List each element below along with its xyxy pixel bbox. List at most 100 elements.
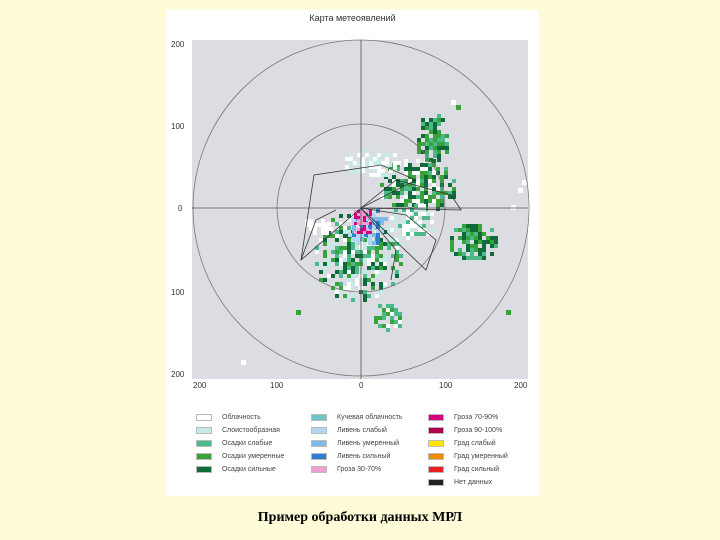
echo-cell [351, 262, 355, 266]
echo-cell [414, 232, 418, 236]
echo-cell [418, 228, 422, 232]
echo-cell [339, 246, 343, 250]
echo-cell [347, 250, 351, 254]
echo-cell [347, 294, 351, 298]
echo-cell [424, 175, 428, 179]
echo-cell [421, 118, 425, 122]
echo-cell [486, 240, 490, 244]
echo-cell [363, 258, 367, 262]
echo-cell [388, 179, 392, 183]
echo-cell [380, 221, 384, 225]
echo-cell [347, 230, 351, 234]
legend-swatch [428, 427, 444, 434]
echo-cell [351, 258, 355, 262]
echo-cell [363, 225, 366, 228]
echo-cell [399, 254, 403, 258]
echo-cell [380, 217, 384, 221]
echo-cell [357, 213, 360, 216]
sector-outlines [300, 164, 462, 281]
echo-cell [395, 250, 399, 254]
echo-cell [366, 228, 369, 231]
echo-cell [355, 282, 359, 286]
echo-cell [424, 179, 428, 183]
echo-cell [381, 161, 385, 165]
echo-cell [428, 179, 432, 183]
echo-cell [421, 150, 425, 154]
echo-cell [478, 232, 482, 236]
echo-cell [352, 237, 356, 241]
echo-cell [376, 241, 380, 245]
echo-cell [470, 252, 474, 256]
echo-cell [425, 158, 429, 162]
echo-cell [325, 227, 329, 231]
legend-item: Гроза 90-100% [428, 425, 502, 436]
echo-cell [416, 187, 420, 191]
echo-cell [361, 169, 365, 173]
echo-cell [462, 224, 466, 228]
echo-cell [363, 274, 367, 278]
y-tick-5: 200 [171, 370, 185, 379]
echo-cell [441, 142, 445, 146]
echo-cell [490, 252, 494, 256]
echo-cell [445, 146, 449, 150]
echo-cell [355, 270, 359, 274]
echo-cell [373, 157, 377, 161]
echo-cell [400, 203, 404, 207]
echo-cell [414, 208, 418, 212]
echo-cell [422, 216, 426, 220]
echo-cell [360, 216, 363, 219]
echo-cell [490, 228, 494, 232]
echo-cell [313, 231, 317, 235]
legend-label: Нет данных [454, 479, 493, 486]
echo-cell [368, 237, 372, 241]
echo-cell [347, 286, 351, 290]
echo-cell [377, 157, 381, 161]
legend-swatch [428, 466, 444, 473]
echo-cell [408, 179, 412, 183]
echo-cell [339, 290, 343, 294]
echo-cell [351, 282, 355, 286]
echo-cell [373, 169, 377, 173]
echo-cell [369, 161, 373, 165]
echo-cell [369, 219, 372, 222]
echo-cell [374, 316, 378, 320]
echo-cell [343, 226, 347, 230]
echo-cell [378, 324, 382, 328]
echo-cell [470, 232, 474, 236]
echo-cell [511, 205, 516, 210]
echo-cell [323, 262, 327, 266]
echo-cell [372, 217, 376, 221]
echo-cell [436, 191, 440, 195]
echo-cell [418, 220, 422, 224]
echo-cell [437, 138, 441, 142]
echo-cell [352, 225, 356, 229]
echo-cell [355, 250, 359, 254]
echo-cell [395, 274, 399, 278]
echo-cell [347, 274, 351, 278]
legend-item: Облачность [196, 412, 261, 423]
echo-cell [392, 203, 396, 207]
echo-cell [367, 254, 371, 258]
echo-cell [425, 126, 429, 130]
echo-cell [416, 167, 420, 171]
y-tick-4: 100 [171, 288, 185, 297]
echo-cell [373, 173, 377, 177]
echo-cell [323, 266, 327, 270]
echo-cell [309, 223, 313, 227]
echo-cell [363, 222, 366, 225]
legend-label: Осадки сильные [222, 466, 276, 473]
echo-cell [367, 266, 371, 270]
echo-cell [404, 167, 408, 171]
echo-cell [444, 171, 448, 175]
echo-cell [428, 195, 432, 199]
echo-cell [357, 216, 360, 219]
echo-cell [426, 212, 430, 216]
echo-cell [371, 282, 375, 286]
echo-cell [383, 286, 387, 290]
echo-cell [450, 248, 454, 252]
echo-cell [408, 167, 412, 171]
echo-cell [375, 266, 379, 270]
echo-cell [474, 248, 478, 252]
echo-cell [478, 240, 482, 244]
echo-cell [420, 199, 424, 203]
